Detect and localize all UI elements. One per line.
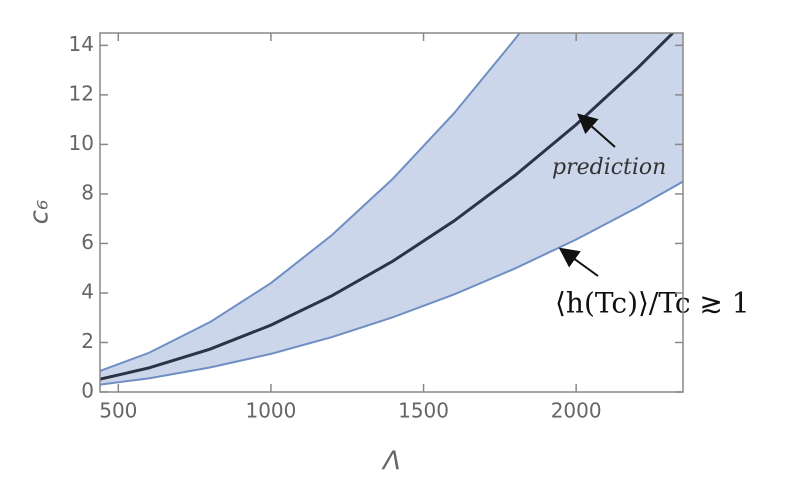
band-fill	[100, 33, 683, 385]
y-tick-label: 4	[81, 279, 94, 303]
x-axis-label: Λ	[381, 447, 401, 477]
x-tick-label: 1500	[398, 399, 449, 423]
y-tick-label: 12	[69, 81, 94, 105]
series-line	[100, 33, 675, 381]
x-tick-label: 1000	[245, 399, 296, 423]
y-tick-label: 14	[69, 32, 94, 56]
x-tick-label: 500	[99, 399, 137, 423]
arrow	[577, 113, 616, 148]
y-tick-label: 0	[81, 379, 94, 403]
plot-frame	[99, 32, 684, 393]
y-axis-label: c₆	[25, 200, 55, 225]
series-line	[100, 180, 683, 386]
arrow	[558, 247, 599, 277]
y-tick-label: 10	[69, 131, 94, 155]
series-line	[100, 33, 521, 372]
y-tick-label: 2	[81, 329, 94, 353]
annotation: prediction	[552, 155, 666, 180]
y-tick-label: 6	[81, 230, 94, 254]
x-tick-label: 2000	[551, 399, 602, 423]
y-tick-label: 8	[81, 180, 94, 204]
plot-area	[100, 33, 683, 386]
annotation: ⟨h(Tc)⟩/Tc ≳ 1	[555, 287, 750, 320]
